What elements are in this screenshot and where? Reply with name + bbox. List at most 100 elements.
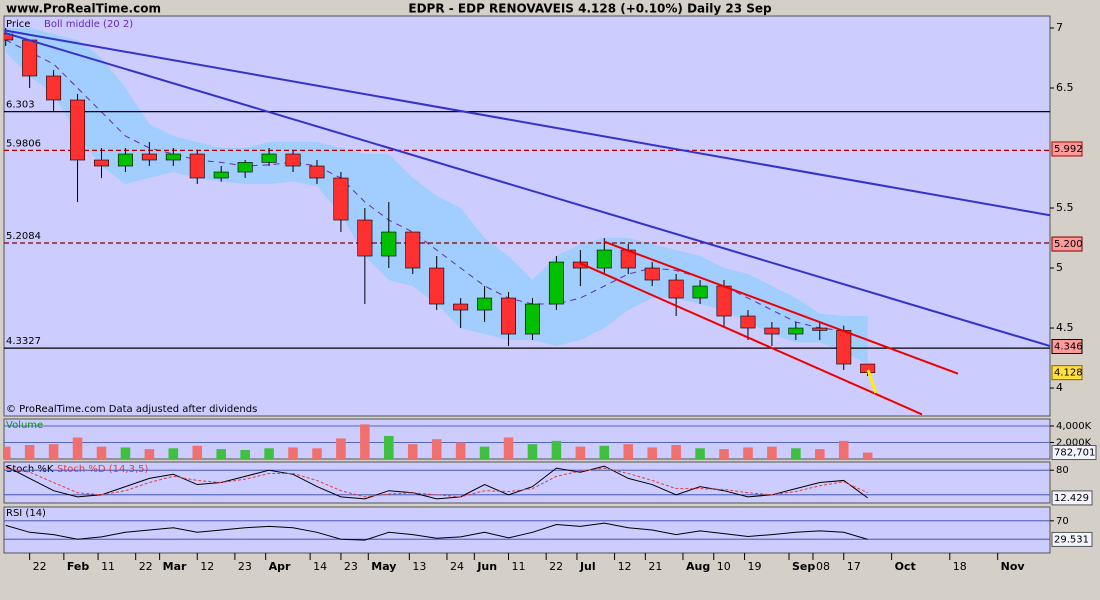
x-tick-label: Feb — [67, 560, 90, 573]
panel-0 — [4, 28, 1050, 416]
volume-bar — [192, 445, 203, 459]
x-tick-label: 10 — [717, 560, 731, 573]
x-tick-label: May — [371, 560, 396, 573]
candle-body — [213, 171, 229, 179]
volume-last-box — [1051, 445, 1097, 461]
level-left-label: 4.3327 — [6, 336, 41, 347]
candle-body — [501, 297, 517, 335]
candle-body — [261, 153, 277, 163]
level-right-box — [1051, 236, 1083, 252]
volume-bar — [407, 444, 418, 459]
volume-bar — [360, 424, 370, 459]
candle-body — [764, 327, 780, 335]
last-value-box — [1051, 531, 1093, 547]
panel-3 — [4, 520, 1050, 540]
candle-body — [117, 153, 133, 167]
last-price-label: 4.128 — [1054, 368, 1083, 379]
trendline — [4, 29, 1050, 217]
volume-bar — [623, 444, 634, 459]
volume-bar — [144, 449, 155, 459]
volume-bar — [4, 446, 11, 459]
panel-1 — [4, 424, 873, 459]
candle-body — [165, 153, 181, 161]
candle-body — [644, 267, 660, 281]
volume-bar — [216, 449, 226, 459]
trendline — [4, 31, 1050, 347]
x-tick-label: 21 — [648, 560, 662, 573]
volume-bar — [527, 444, 538, 459]
candle-body — [788, 327, 804, 335]
x-tick-label: Sep — [792, 560, 815, 573]
volume-bar — [96, 446, 107, 459]
volume-bar — [72, 437, 83, 459]
panel-3 — [5, 522, 868, 541]
level-right-label: 5.200 — [1054, 239, 1083, 250]
volume-bar — [431, 439, 442, 459]
site-name: www.ProRealTime.com — [6, 2, 161, 16]
level-left-label: 5.2084 — [6, 231, 41, 242]
candle-body — [453, 303, 469, 311]
y-tick-label: 7 — [1056, 21, 1063, 34]
x-tick-label: 17 — [847, 560, 861, 573]
volume-bar — [743, 447, 753, 459]
arrow — [866, 369, 878, 394]
x-tick-label: Nov — [1001, 560, 1026, 573]
volume-bar — [647, 447, 657, 459]
volume-bar — [695, 448, 705, 459]
x-tick-label: Jun — [476, 560, 497, 573]
candle-body — [668, 279, 684, 299]
bollinger-middle — [5, 39, 868, 341]
level-right-label: 5.992 — [1054, 144, 1083, 155]
volume-bar — [48, 444, 59, 459]
candle-body — [46, 75, 62, 101]
candle-body — [429, 267, 445, 305]
panel-1 — [4, 425, 1050, 443]
legend-stoch-k: Stoch %K — [6, 464, 54, 475]
candle-body — [692, 285, 708, 299]
x-tick-label: 18 — [953, 560, 967, 573]
volume-bar — [240, 449, 250, 459]
candle-body — [22, 39, 38, 77]
volume-bar — [168, 448, 179, 459]
panel-2 — [4, 469, 1050, 496]
legend-stoch-d: Stoch %D (14,3,5) — [57, 464, 148, 475]
volume-title: Volume — [6, 420, 43, 431]
volume-bar — [264, 448, 274, 459]
level-left-label: 5.9806 — [6, 138, 41, 149]
volume-bar — [862, 452, 873, 459]
candle-body — [477, 297, 493, 311]
volume-bar — [479, 446, 490, 459]
y-tick-label: 4 — [1056, 381, 1063, 394]
volume-bar — [719, 449, 729, 459]
candle-body — [596, 249, 612, 269]
plot-layer: 4 4.5 5 5.5 6.5 7 4,000K 2,000K 80 70 22 Feb 11 22 Mar… — [4, 21, 1097, 573]
trendline — [579, 262, 923, 416]
x-tick-label: 23 — [344, 560, 358, 573]
volume-bar — [503, 437, 514, 459]
candle-body — [524, 303, 540, 335]
candle-body — [70, 99, 86, 161]
volume-bar — [551, 440, 562, 459]
x-tick-label: 19 — [748, 560, 762, 573]
level-right-box — [1051, 141, 1083, 157]
last-value-label: 29.531 — [1054, 534, 1089, 545]
x-tick-label: Apr — [269, 560, 291, 573]
candle-body — [285, 153, 301, 167]
candle-body — [237, 162, 253, 173]
x-tick-label: 22 — [139, 560, 153, 573]
x-tick-label: 13 — [412, 560, 426, 573]
x-tick-label: 22 — [33, 560, 47, 573]
level-left-label: 6.303 — [6, 100, 35, 111]
volume-bar — [767, 446, 777, 459]
x-tick-label: 08 — [816, 560, 830, 573]
y-tick-label: 5 — [1056, 261, 1063, 274]
x-tick-label: Oct — [895, 560, 916, 573]
indicator-line — [5, 465, 868, 500]
x-tick-label: Aug — [686, 560, 710, 573]
last-price-box — [1051, 365, 1083, 381]
price-panel — [3, 15, 1051, 417]
candle-body — [189, 153, 205, 179]
y-tick-label: 5.5 — [1056, 201, 1074, 214]
volume-bar — [575, 446, 586, 459]
